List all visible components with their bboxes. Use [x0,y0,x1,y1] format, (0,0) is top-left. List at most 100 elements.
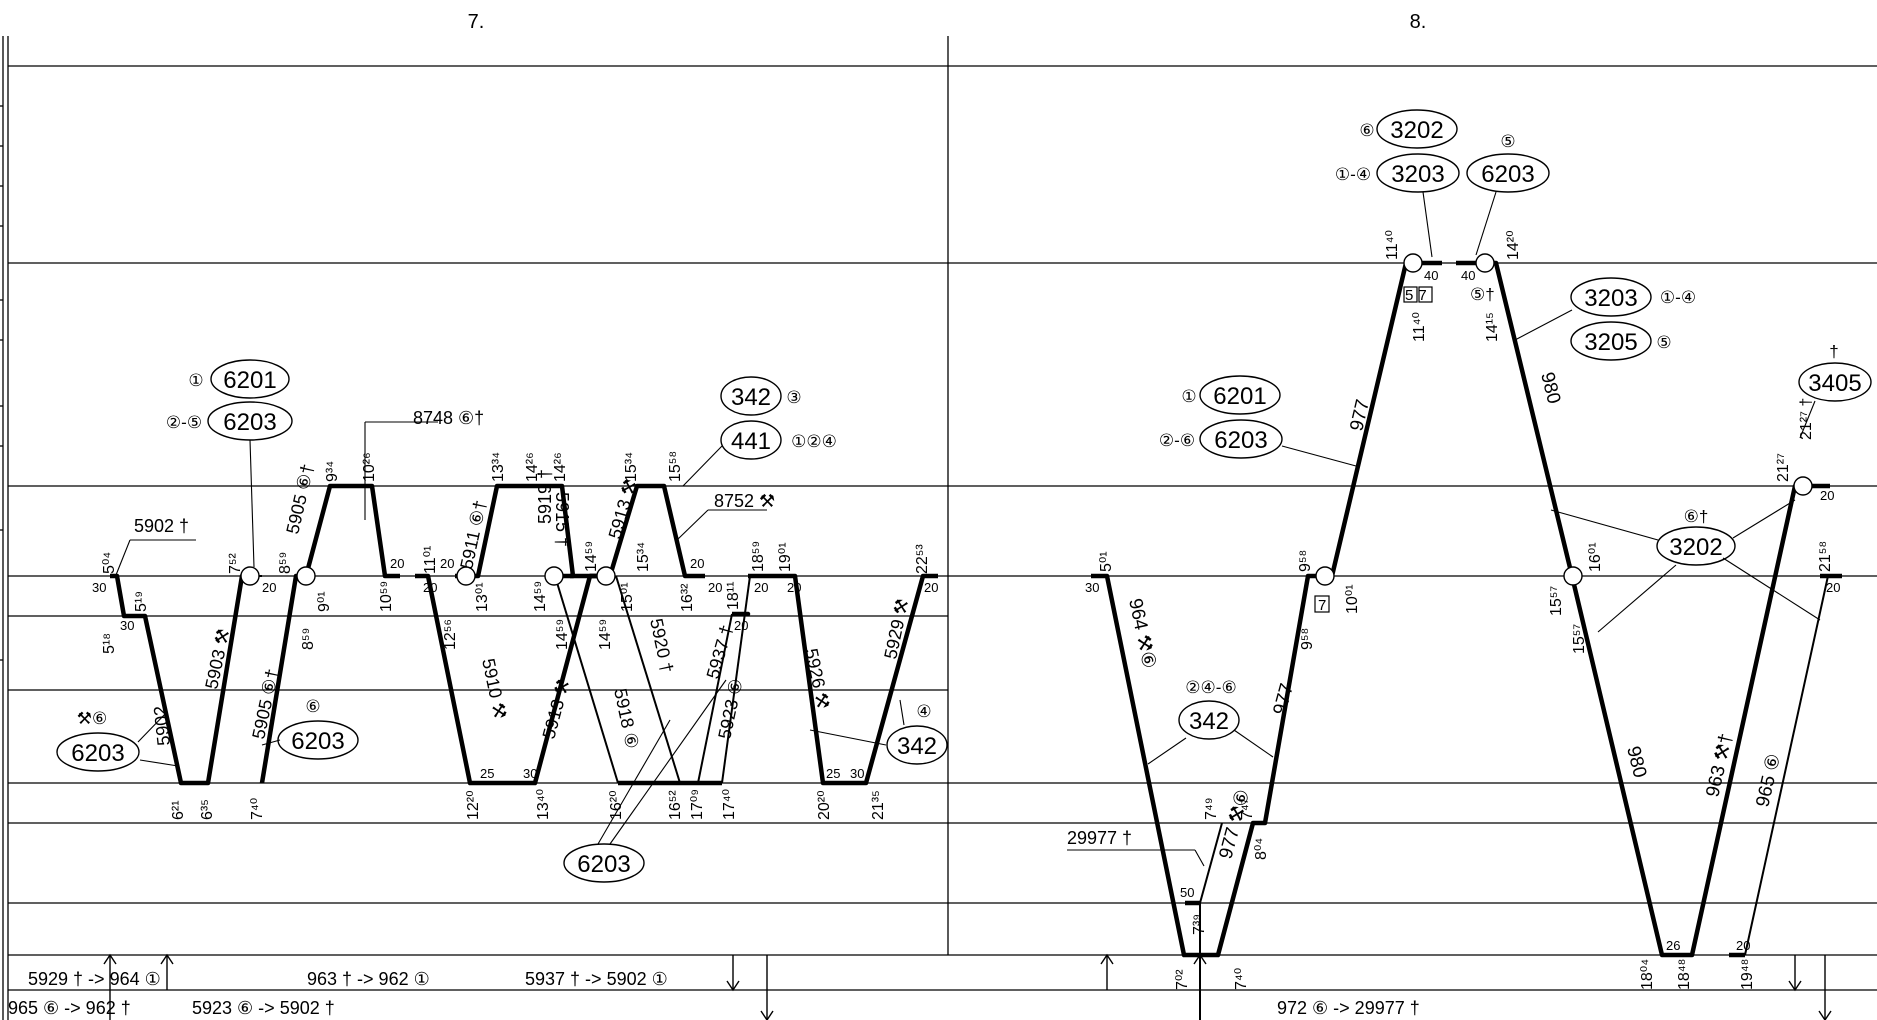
svg-text:8⁰⁴: 8⁰⁴ [1253,838,1270,860]
svg-text:7: 7 [1318,597,1326,614]
train-paths-right [1091,260,1842,958]
oval-3205-right: 3205 ⑤ [1570,321,1672,361]
svg-text:①-④: ①-④ [1335,165,1371,184]
svg-text:3202: 3202 [1390,117,1443,144]
thin-lines-right [1199,575,1829,1020]
svg-text:6³⁵: 6³⁵ [199,799,216,820]
svg-text:6²¹: 6²¹ [170,800,187,820]
svg-text:③: ③ [786,388,801,407]
svg-text:21²⁷ †: 21²⁷ † [1798,398,1815,440]
svg-text:9³⁴: 9³⁴ [324,461,341,482]
svg-text:5923 ⑥: 5923 ⑥ [714,677,746,741]
svg-text:6201: 6201 [1213,383,1266,410]
oval-3203-top-right: 3203 ①-④ [1335,153,1460,193]
svg-text:30: 30 [1085,580,1099,595]
svg-text:20: 20 [423,580,437,595]
svg-text:11⁴⁰: 11⁴⁰ [1384,230,1401,260]
svg-text:②-⑥: ②-⑥ [1159,431,1195,450]
svg-text:20: 20 [787,580,801,595]
svg-text:342: 342 [1189,708,1229,735]
svg-text:8⁵⁹: 8⁵⁹ [300,628,317,650]
footer-notes: 5929 † -> 964 ① 963 † -> 962 ① 5937 † ->… [8,969,1420,1018]
svg-text:15³⁴: 15³⁴ [635,542,652,572]
svg-text:⑥: ⑥ [1359,121,1374,140]
svg-text:⚒⑥: ⚒⑥ [77,709,107,728]
svg-text:14²⁶: 14²⁶ [524,452,541,482]
svg-text:3405: 3405 [1808,370,1861,397]
time-labels-left: 5⁰⁴ 5¹⁹ 5¹⁸ 6²¹ 6³⁵ 7⁴⁰ 7⁵² 8⁵⁹ 8⁵⁹ 9⁰¹ … [101,451,931,820]
svg-text:14⁵⁹: 14⁵⁹ [554,619,571,650]
oval-441-left: 441 ①②④ [720,420,837,460]
svg-text:5¹⁹: 5¹⁹ [133,591,150,612]
svg-text:5⁰¹: 5⁰¹ [1098,551,1115,572]
oval-6203-mid2-left: 6203 ⑥ [277,697,359,760]
svg-text:965 ⑥: 965 ⑥ [1752,752,1785,809]
minute-labels-left: 30 30 20 20 20 20 20 20 20 20 25 30 25 3… [92,556,938,781]
svg-text:6203: 6203 [1481,161,1534,188]
svg-text:20: 20 [754,580,768,595]
svg-text:9⁰¹: 9⁰¹ [316,591,333,612]
svg-text:20: 20 [708,580,722,595]
svg-text:50: 50 [1180,885,1194,900]
svg-text:21⁵⁸: 21⁵⁸ [1817,541,1834,572]
oval-3202-mid-right: 3202 ⑥† [1656,507,1736,566]
svg-text:10²⁶: 10²⁶ [361,452,378,482]
svg-text:980: 980 [1536,370,1564,406]
svg-text:②-⑤: ②-⑤ [166,413,202,432]
svg-text:10⁰¹: 10⁰¹ [1344,584,1361,614]
svg-text:21²⁷: 21²⁷ [1775,453,1792,482]
svg-text:19⁰¹: 19⁰¹ [777,542,794,572]
leader-lines-left [115,421,905,845]
minute-labels-right: 30 40 40 50 20 20 26 20 [1085,268,1840,953]
oval-3202-top-right: 3202 ⑥ [1359,109,1458,149]
svg-text:40: 40 [1461,268,1475,283]
svg-text:5919 †: 5919 † [535,469,555,524]
svg-text:17⁰⁹: 17⁰⁹ [689,789,706,820]
svg-text:30: 30 [120,618,134,633]
svg-text:16⁰¹: 16⁰¹ [1587,542,1604,572]
svg-text:20: 20 [924,580,938,595]
svg-text:14¹⁵: 14¹⁵ [1484,312,1501,342]
footer-note-6: 972 ⑥ -> 29977 † [1277,998,1420,1018]
oval-6201-right: 6201 ① [1181,375,1281,415]
svg-text:9⁵⁸: 9⁵⁸ [1299,628,1316,650]
svg-text:9⁵⁸: 9⁵⁸ [1297,550,1314,572]
oval-6201-left: 6201 ① [188,359,290,399]
svg-text:①: ① [1181,387,1196,406]
svg-text:15⁵⁸: 15⁵⁸ [667,451,684,482]
footer-note-4: 965 ⑥ -> 962 † [8,998,131,1018]
svg-text:19⁴⁸: 19⁴⁸ [1739,959,1756,990]
footer-note-3: 5937 † -> 5902 ① [525,969,668,989]
oval-6203-mid-left: 6203 ⚒⑥ [56,709,140,772]
svg-text:18¹¹: 18¹¹ [725,582,742,610]
svg-text:⑥†: ⑥† [1684,507,1709,526]
oval-6203-bottom-left: 6203 [563,843,645,883]
svg-text:5¹⁸: 5¹⁸ [101,633,118,654]
svg-text:④: ④ [916,702,931,721]
svg-text:20²⁰: 20²⁰ [816,790,833,820]
svg-text:⑤: ⑤ [1656,333,1671,352]
svg-text:5926 ⚒: 5926 ⚒ [801,647,833,711]
svg-text:①-④: ①-④ [1660,288,1696,307]
svg-text:20: 20 [734,618,748,633]
note-8748: 8748 ⑥† [413,408,484,428]
svg-text:①: ① [188,371,203,390]
svg-text:12⁵⁶: 12⁵⁶ [442,619,459,650]
svg-text:15⁵⁷: 15⁵⁷ [1548,586,1565,616]
note-8752: 8752 ⚒ [714,491,775,511]
svg-text:14⁵⁹: 14⁵⁹ [583,541,600,572]
oval-6203-mid-right: 6203 ②-⑥ [1159,419,1283,459]
svg-text:5920 †: 5920 † [646,617,677,675]
svg-text:†: † [1829,342,1838,361]
svg-text:7⁰²: 7⁰² [1174,969,1191,990]
svg-text:22⁵³: 22⁵³ [914,544,931,574]
svg-text:3205: 3205 [1584,329,1637,356]
svg-text:20: 20 [440,556,454,571]
svg-text:⑤†: ⑤† [1470,285,1495,304]
svg-text:14⁵⁹: 14⁵⁹ [597,619,614,650]
svg-text:6203: 6203 [71,740,124,767]
svg-text:8⁵⁹: 8⁵⁹ [277,552,294,574]
svg-text:26: 26 [1666,938,1680,953]
svg-text:18⁰⁴: 18⁰⁴ [1639,959,1656,990]
